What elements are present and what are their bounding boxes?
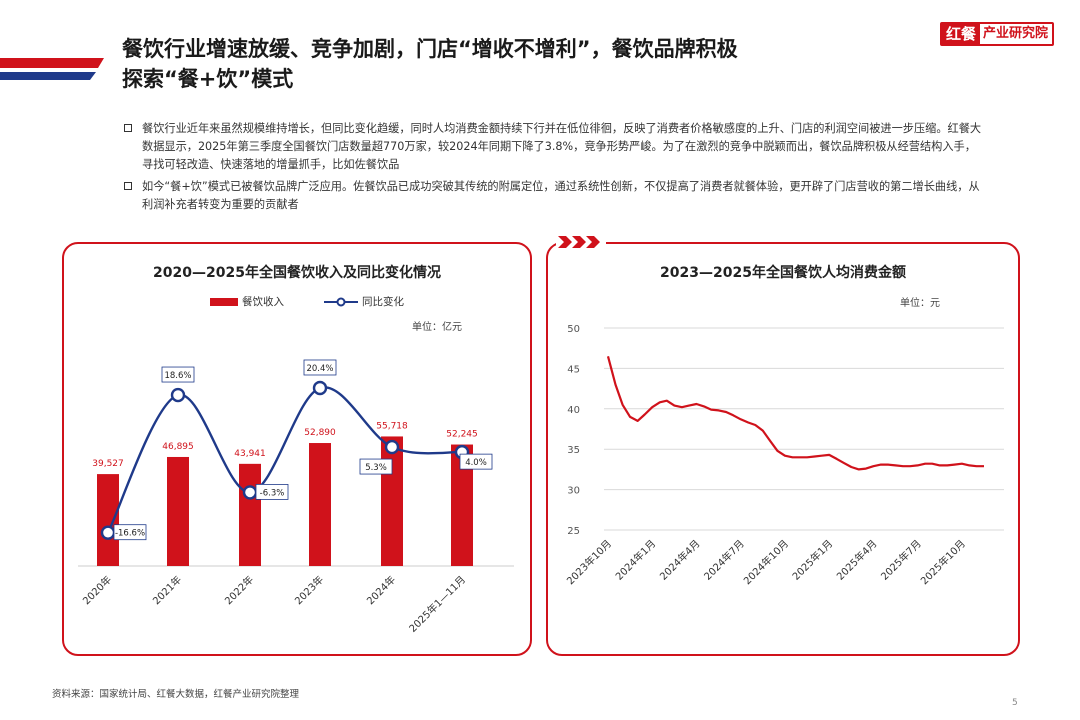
revenue-bar: [239, 463, 261, 566]
avg-spend-line: [606, 356, 984, 471]
x-tick-label: 2022年: [222, 573, 256, 607]
revenue-bar-label: 55,718: [376, 421, 408, 431]
yoy-label: 5.3%: [365, 463, 387, 473]
yoy-point: [384, 439, 400, 455]
yoy-label: 20.4%: [306, 364, 333, 374]
yoy-change-line: [106, 386, 463, 534]
x-tick-label: 2020年: [80, 573, 114, 607]
yoy-label: -6.3%: [260, 488, 285, 498]
yoy-label: 18.6%: [164, 371, 191, 381]
yoy-label-box: [161, 366, 195, 383]
x-tick-label: 2024年10月: [741, 537, 791, 587]
x-tick-label: 2023年10月: [564, 537, 614, 587]
revenue-bar: [167, 456, 189, 566]
legend-line-label: 同比变化: [362, 296, 404, 308]
legend-line-swatch: [324, 297, 358, 306]
yoy-point: [312, 380, 328, 396]
y-tick-label: 50: [567, 324, 580, 335]
data-source: 资料来源：国家统计局、红餐大数据，红餐产业研究院整理: [52, 689, 300, 700]
header-stripes: [0, 58, 104, 80]
revenue-bar: [381, 436, 403, 566]
bullet-square-icon: [124, 182, 132, 190]
x-tick-label: 2024年1月: [613, 537, 659, 583]
yoy-label-box: [359, 458, 393, 475]
y-tick-label: 25: [567, 526, 580, 537]
x-tick-label: 2025年1月: [789, 537, 835, 583]
x-tick-label: 2024年7月: [701, 537, 747, 583]
bullet-square-icon: [124, 124, 132, 132]
revenue-chart: 39,527 2020年 46,895 2021年 43,941 2022年 52,890 2…: [78, 359, 514, 635]
revenue-bar-label: 43,941: [234, 449, 266, 459]
x-tick-label: 2025年4月: [834, 537, 880, 583]
y-tick-label: 40: [567, 405, 580, 416]
revenue-chart-title: 2020—2025年全国餐饮收入及同比变化情况: [153, 265, 441, 281]
brand-logo: 红餐 产业研究院: [940, 22, 1055, 46]
revenue-bar-label: 39,527: [92, 459, 124, 469]
spend-chart: 25 30 35 40 45 50 2023年10月 2024年1月 2024年4月 2024年7…: [564, 324, 1004, 587]
yoy-label-box: [255, 484, 289, 500]
x-tick-label: 2025年10月: [918, 537, 968, 587]
yoy-label: 4.0%: [465, 458, 487, 468]
x-tick-label: 2024年4月: [657, 537, 703, 583]
x-tick-label: 2025年1—11月: [406, 573, 468, 635]
x-tick-label: 2021年: [150, 573, 184, 607]
legend-bar-label: 餐饮收入: [242, 296, 284, 308]
x-tick-label: 2024年: [364, 573, 398, 607]
bullet-item: 如今“餐+饮”模式已被餐饮品牌广泛应用。佐餐饮品已成功突破其传统的附属定位，通过…: [122, 178, 982, 214]
yoy-point: [170, 387, 186, 403]
revenue-bar-label: 52,245: [446, 430, 478, 440]
yoy-point: [242, 485, 258, 500]
bullet-item: 餐饮行业近年来虽然规模维持增长，但同比变化趋缓，同时人均消费金额持续下行并在低位…: [122, 120, 982, 174]
yoy-label-box: [459, 453, 493, 470]
yoy-label: -16.6%: [115, 529, 145, 539]
page-number: 5: [1012, 698, 1018, 708]
revenue-chart-legend: 餐饮收入 同比变化: [210, 294, 404, 309]
yoy-label-box: [113, 524, 147, 541]
revenue-bar-label: 52,890: [304, 428, 336, 438]
chevron-decoration-icon: [556, 234, 606, 250]
y-tick-label: 45: [567, 364, 580, 375]
revenue-bar-label: 46,895: [162, 442, 194, 452]
spend-chart-title: 2023—2025年全国餐饮人均消费金额: [660, 265, 906, 281]
legend-bar-swatch: [210, 297, 238, 306]
revenue-bar: [97, 474, 119, 566]
yoy-point: [100, 525, 116, 540]
spend-chart-unit: 单位：元: [900, 298, 940, 309]
summary-bullets: 餐饮行业近年来虽然规模维持增长，但同比变化趋缓，同时人均消费金额持续下行并在低位…: [122, 120, 982, 218]
x-tick-label: 2025年7月: [878, 537, 924, 583]
yoy-label-box: [303, 359, 337, 376]
y-tick-label: 30: [567, 486, 580, 497]
revenue-bar: [309, 443, 331, 566]
revenue-chart-unit: 单位：亿元: [412, 322, 462, 333]
revenue-bar: [451, 444, 473, 566]
x-tick-label: 2023年: [292, 573, 326, 607]
y-tick-label: 35: [567, 445, 580, 456]
page-title: 餐饮行业增速放缓、竞争加剧，门店“增收不增利”，餐饮品牌积极 探索“餐+饮”模式: [122, 37, 738, 91]
